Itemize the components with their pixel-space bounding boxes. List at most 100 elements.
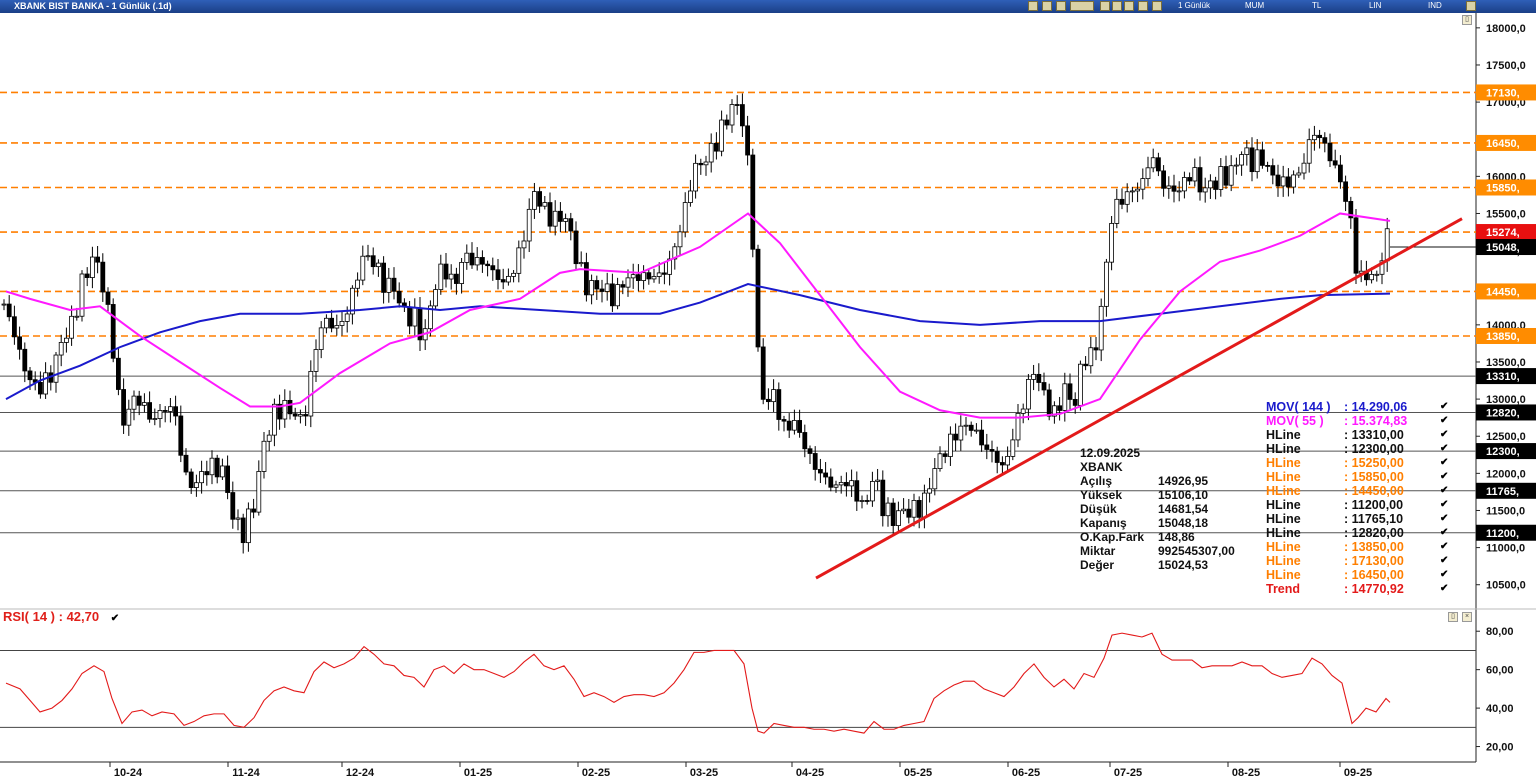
candle-body[interactable]	[672, 246, 678, 260]
panel-menu-icon[interactable]: ▯	[1462, 15, 1472, 25]
candle-body[interactable]	[126, 408, 132, 426]
series-line[interactable]	[5, 212, 1391, 419]
rsi-restore-icon[interactable]: ▯	[1448, 612, 1458, 622]
candle-body[interactable]	[318, 327, 324, 350]
candle-body[interactable]	[708, 142, 714, 163]
candle-body[interactable]	[1130, 190, 1135, 193]
candle-body[interactable]	[833, 484, 839, 488]
candle-body[interactable]	[6, 303, 12, 318]
candle-body[interactable]	[1332, 160, 1338, 166]
candle-body[interactable]	[193, 482, 199, 488]
candle-body[interactable]	[1384, 228, 1390, 262]
candle-body[interactable]	[391, 277, 397, 292]
candle-body[interactable]	[963, 424, 969, 427]
candle-body[interactable]	[714, 142, 719, 152]
candle-body[interactable]	[1182, 177, 1187, 192]
candle-body[interactable]	[1114, 198, 1120, 224]
candle-body[interactable]	[136, 395, 142, 406]
candle-body[interactable]	[1327, 142, 1333, 162]
candle-body[interactable]	[1166, 185, 1172, 189]
candle-body[interactable]	[1150, 157, 1156, 169]
candle-body[interactable]	[1369, 273, 1374, 281]
candle-body[interactable]	[1000, 462, 1005, 466]
candle-body[interactable]	[1306, 139, 1312, 164]
candle-body[interactable]	[755, 248, 761, 348]
candle-body[interactable]	[453, 273, 459, 284]
candle-body[interactable]	[511, 272, 517, 277]
candle-body[interactable]	[521, 240, 527, 249]
candle-body[interactable]	[651, 276, 657, 280]
candle-body[interactable]	[1213, 180, 1218, 190]
candle-body[interactable]	[1317, 134, 1322, 139]
candle-body[interactable]	[188, 471, 194, 488]
candle-body[interactable]	[812, 453, 818, 470]
candle-body[interactable]	[896, 510, 901, 526]
candle-body[interactable]	[464, 252, 470, 263]
candle-body[interactable]	[396, 290, 402, 304]
candle-body[interactable]	[1041, 382, 1047, 391]
toolbar-icon-3[interactable]	[1056, 1, 1066, 11]
candle-body[interactable]	[178, 415, 184, 456]
candle-body[interactable]	[323, 317, 329, 329]
candle-body[interactable]	[542, 202, 548, 207]
toolbar-icon-6[interactable]	[1112, 1, 1122, 11]
candle-body[interactable]	[1244, 147, 1250, 155]
candle-body[interactable]	[922, 492, 927, 518]
candle-body[interactable]	[797, 420, 802, 433]
candle-body[interactable]	[1015, 412, 1021, 441]
candle-body[interactable]	[74, 315, 80, 318]
candle-body[interactable]	[698, 162, 704, 166]
legend-check-icon[interactable]: ✔	[1440, 569, 1449, 580]
candle-body[interactable]	[573, 230, 579, 265]
candle-body[interactable]	[500, 279, 506, 283]
candle-body[interactable]	[901, 508, 906, 512]
candle-body[interactable]	[459, 262, 465, 284]
candle-body[interactable]	[277, 403, 283, 420]
candle-body[interactable]	[433, 289, 439, 307]
candle-body[interactable]	[256, 471, 262, 513]
candle-body[interactable]	[313, 349, 319, 372]
candle-body[interactable]	[375, 262, 381, 268]
candle-body[interactable]	[90, 256, 95, 278]
candle-body[interactable]	[979, 429, 984, 446]
candle-body[interactable]	[1031, 373, 1036, 380]
candle-body[interactable]	[1254, 149, 1260, 173]
candle-body[interactable]	[688, 190, 693, 203]
toolbar-icon-10[interactable]	[1466, 1, 1476, 11]
candle-body[interactable]	[662, 272, 667, 275]
candle-body[interactable]	[162, 410, 168, 412]
candle-body[interactable]	[563, 218, 568, 222]
candle-body[interactable]	[1275, 174, 1281, 187]
candle-body[interactable]	[27, 370, 33, 381]
candle-body[interactable]	[802, 432, 808, 450]
toolbar-indicators[interactable]: IND	[1428, 1, 1442, 10]
toolbar-icon-8[interactable]	[1138, 1, 1148, 11]
candle-body[interactable]	[230, 492, 236, 520]
candle-body[interactable]	[1046, 389, 1052, 417]
candle-body[interactable]	[994, 450, 1000, 463]
candle-body[interactable]	[1104, 261, 1109, 307]
candle-body[interactable]	[1093, 347, 1099, 351]
candle-body[interactable]	[610, 283, 615, 307]
candle-body[interactable]	[1223, 166, 1229, 186]
candle-body[interactable]	[1286, 176, 1291, 188]
candle-body[interactable]	[552, 210, 558, 227]
candle-body[interactable]	[734, 104, 740, 106]
candle-body[interactable]	[287, 399, 293, 415]
candle-body[interactable]	[1145, 167, 1151, 180]
candle-body[interactable]	[1052, 405, 1057, 417]
candle-body[interactable]	[558, 210, 563, 222]
candle-body[interactable]	[209, 457, 215, 476]
legend-check-icon[interactable]: ✔	[1440, 513, 1449, 524]
candle-body[interactable]	[942, 453, 948, 457]
candle-body[interactable]	[490, 265, 496, 271]
candle-body[interactable]	[537, 191, 542, 207]
toolbar-icon-1[interactable]	[1028, 1, 1038, 11]
candle-body[interactable]	[225, 465, 231, 493]
candle-body[interactable]	[282, 399, 288, 420]
candle-body[interactable]	[792, 420, 797, 431]
candle-body[interactable]	[360, 255, 366, 281]
candle-body[interactable]	[412, 307, 418, 327]
candle-body[interactable]	[547, 202, 553, 227]
candle-body[interactable]	[214, 457, 220, 478]
